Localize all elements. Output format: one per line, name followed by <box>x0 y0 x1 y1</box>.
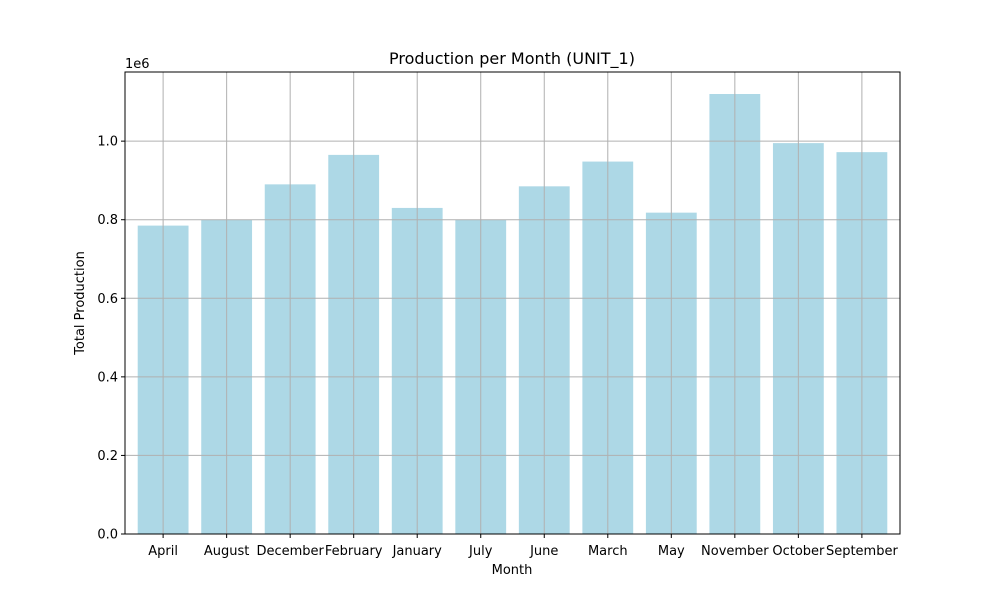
x-tick-label: October <box>772 544 825 559</box>
y-tick-label: 0.2 <box>97 449 118 464</box>
x-tick-label: January <box>392 544 443 559</box>
chart-title: Production per Month (UNIT_1) <box>389 49 635 69</box>
tick-layer: 0.0 0.2 0.4 0.6 0.8 1.0 April August December Feb… <box>97 135 898 559</box>
y-tick-label: 0.6 <box>97 292 118 307</box>
x-tick-label: September <box>826 544 899 559</box>
x-axis-label: Month <box>492 563 533 578</box>
x-tick-label: March <box>588 544 628 559</box>
y-tick-label: 0.8 <box>97 213 118 228</box>
x-tick-label: August <box>204 544 250 559</box>
y-axis-label: Total Production <box>73 251 88 356</box>
y-tick-label: 1.0 <box>97 135 118 150</box>
x-tick-label: November <box>701 544 769 559</box>
plot-frame <box>124 71 901 535</box>
x-tick-label: June <box>529 544 558 559</box>
bar-layer <box>137 94 888 535</box>
y-scale-label: 1e6 <box>125 57 150 72</box>
x-tick-label: April <box>148 544 178 559</box>
x-tick-label: February <box>325 544 383 559</box>
x-tick-label: May <box>658 544 685 559</box>
x-tick-label: July <box>468 544 493 559</box>
y-tick-label: 0.0 <box>97 528 118 543</box>
y-tick-label: 0.4 <box>97 370 118 385</box>
x-tick-label: December <box>256 544 324 559</box>
